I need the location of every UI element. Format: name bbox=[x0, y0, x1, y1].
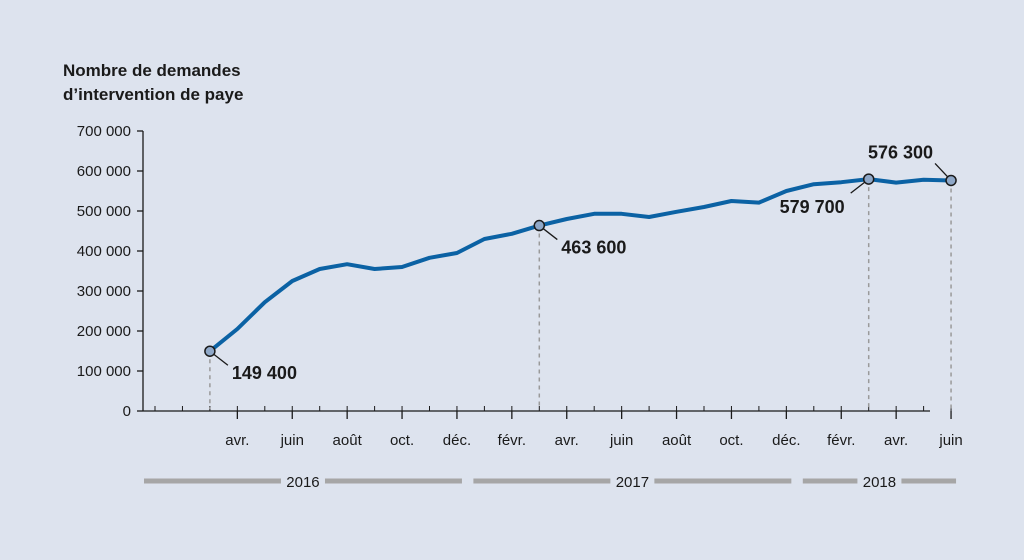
year-bands: 2016 2017 2018 bbox=[144, 471, 957, 491]
x-tick-label: août bbox=[662, 432, 692, 449]
x-tick-label: déc. bbox=[772, 432, 800, 449]
x-tick-label: août bbox=[333, 432, 363, 449]
annotation-label: 149 400 bbox=[232, 363, 297, 383]
y-tick-label: 400 000 bbox=[77, 243, 131, 260]
year-label-background bbox=[280, 471, 325, 491]
annotation-guides bbox=[209, 179, 952, 409]
x-tick-label: oct. bbox=[390, 432, 414, 449]
x-tick-label: févr. bbox=[498, 432, 526, 449]
data-point-marker bbox=[945, 174, 957, 187]
x-tick-label: juin bbox=[609, 432, 633, 449]
x-tick-label: avr. bbox=[555, 432, 579, 449]
x-tick-label: oct. bbox=[719, 432, 743, 449]
axes: 0 100 000 200 000 300 000 400 000 500 000 600 … bbox=[77, 123, 963, 449]
year-label: 2018 bbox=[863, 474, 896, 491]
annotation-label: 579 700 bbox=[780, 197, 845, 217]
x-tick-label: avr. bbox=[225, 432, 249, 449]
series-group bbox=[207, 177, 953, 354]
x-tick-label: avr. bbox=[884, 432, 908, 449]
year-label-background bbox=[857, 471, 902, 491]
x-tick-label: févr. bbox=[827, 432, 855, 449]
data-point-marker bbox=[204, 345, 216, 357]
x-tick-label: juin bbox=[280, 432, 304, 449]
y-axis-title-line-2: d’intervention de paye bbox=[63, 85, 243, 104]
annotation-label: 576 300 bbox=[868, 142, 933, 162]
year-label: 2017 bbox=[616, 474, 649, 491]
y-tick-label: 200 000 bbox=[77, 323, 131, 340]
x-tick-label: déc. bbox=[443, 432, 471, 449]
year-label-background bbox=[610, 471, 655, 491]
annotation-markers: 149 400 463 600 579 700 576 300 bbox=[204, 142, 957, 383]
x-tick-label: juin bbox=[938, 432, 962, 449]
y-axis-title-line-1: Nombre de demandes bbox=[63, 61, 241, 80]
y-tick-label: 500 000 bbox=[77, 203, 131, 220]
data-point-marker bbox=[862, 173, 875, 185]
y-tick-label: 100 000 bbox=[77, 363, 131, 380]
data-point-marker bbox=[533, 219, 546, 232]
y-tick-label: 0 bbox=[123, 403, 131, 420]
y-tick-label: 300 000 bbox=[77, 283, 131, 300]
annotation-label: 463 600 bbox=[561, 238, 626, 258]
series-line bbox=[207, 177, 953, 354]
y-tick-label: 600 000 bbox=[77, 163, 131, 180]
year-label: 2016 bbox=[286, 474, 319, 491]
y-tick-label: 700 000 bbox=[77, 123, 131, 140]
